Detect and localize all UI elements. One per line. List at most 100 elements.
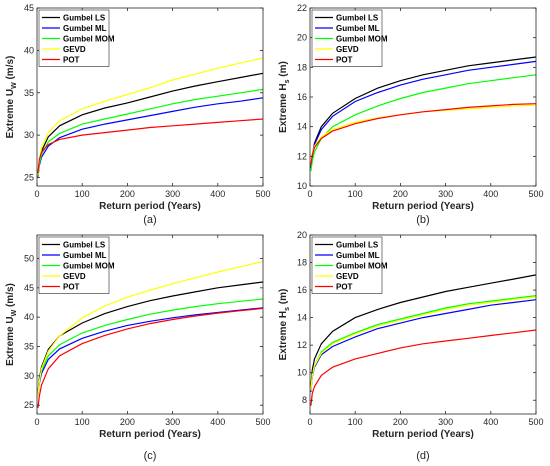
y-tick-label: 35 (24, 88, 34, 98)
y-axis-label: Extreme Hs (m) (278, 61, 291, 133)
y-tick-label: 10 (297, 181, 307, 191)
y-tick-label: 25 (24, 173, 34, 183)
x-tick-label: 500 (528, 417, 543, 427)
y-axis-label-unit: (m) (278, 289, 289, 307)
series-line-gumbel-ml (37, 307, 264, 397)
series-line-pot (310, 329, 537, 406)
x-tick-label: 200 (393, 189, 408, 199)
y-tick-label: 45 (24, 3, 34, 13)
x-tick-label: 400 (483, 189, 498, 199)
y-tick-label: 30 (24, 371, 34, 381)
series-line-gumbel-ls (37, 72, 264, 176)
x-tick-label: 500 (528, 189, 543, 199)
x-tick-label: 500 (255, 417, 270, 427)
legend-entry-label: POT (336, 56, 353, 65)
legend-entry-label: Gumbel LS (63, 14, 106, 23)
x-tick-label: 200 (393, 417, 408, 427)
x-tick-label: 0 (307, 189, 312, 199)
y-tick-label: 20 (297, 230, 307, 240)
y-tick-label: 14 (297, 122, 307, 132)
legend-entry-label: Gumbel ML (63, 24, 107, 33)
series-line-gevd (310, 104, 537, 166)
legend-entry-label: Gumbel MOM (63, 262, 115, 271)
y-tick-label: 12 (297, 151, 307, 161)
y-axis-label: Extreme Hs (m) (278, 289, 291, 361)
x-tick-label: 300 (165, 189, 180, 199)
y-axis-label-subscript: s (284, 79, 291, 83)
legend-entry-label: Gumbel LS (336, 14, 379, 23)
x-tick-label: 400 (210, 189, 225, 199)
x-axis-label: Return period (Years) (99, 201, 201, 212)
x-tick-label: 300 (438, 417, 453, 427)
x-tick-label: 200 (120, 189, 135, 199)
series-line-pot (37, 307, 264, 409)
y-axis-label-subscript: W (11, 82, 18, 89)
series-line-gevd (37, 260, 264, 397)
x-tick-label: 100 (348, 189, 363, 199)
x-tick-label: 100 (75, 417, 90, 427)
x-tick-label: 0 (307, 417, 312, 427)
panel-caption: (a) (143, 214, 156, 226)
series-line-gumbel-mom (310, 295, 537, 391)
x-tick-label: 400 (210, 417, 225, 427)
x-axis-label: Return period (Years) (372, 201, 474, 212)
y-axis-label-subscript: s (284, 307, 291, 311)
legend-entry-label: GEVD (63, 45, 86, 54)
panel-caption: (b) (416, 214, 429, 226)
legend-entry-label: Gumbel ML (336, 251, 380, 260)
y-tick-label: 35 (24, 342, 34, 352)
y-tick-label: 40 (24, 45, 34, 55)
y-axis-label-main: Extreme U (5, 316, 16, 365)
y-tick-label: 45 (24, 283, 34, 293)
x-tick-label: 300 (438, 189, 453, 199)
x-axis-label: Return period (Years) (372, 429, 474, 440)
x-tick-label: 500 (255, 189, 270, 199)
y-tick-label: 16 (297, 92, 307, 102)
series-line-gumbel-ml (37, 97, 264, 178)
y-tick-label: 22 (297, 3, 307, 13)
legend-entry-label: Gumbel MOM (336, 35, 388, 44)
y-tick-label: 8 (302, 395, 307, 405)
series-line-gumbel-ml (310, 299, 537, 393)
legend-entry-label: Gumbel ML (63, 251, 107, 260)
x-axis-label: Return period (Years) (99, 429, 201, 440)
y-axis-label: Extreme UW (m/s) (5, 283, 18, 366)
series-line-gumbel-mom (37, 88, 264, 177)
legend-entry-label: Gumbel MOM (336, 262, 388, 271)
y-axis-label-unit: (m/s) (5, 283, 16, 310)
y-tick-label: 20 (297, 33, 307, 43)
series-line-gumbel-mom (310, 74, 537, 172)
y-tick-label: 25 (24, 400, 34, 410)
y-axis-label-subscript: W (11, 309, 18, 316)
series-line-gumbel-ls (310, 56, 537, 169)
series-line-gevd (37, 57, 264, 176)
plot-area-frame (36, 7, 264, 187)
chart-panel-1: 0 100 200 300 400 500 25 30 35 40 45 Return period … (5, 3, 271, 226)
x-tick-label: 300 (165, 417, 180, 427)
legend-entry-label: POT (63, 56, 80, 65)
panel-caption: (d) (416, 450, 429, 462)
y-tick-label: 12 (297, 340, 307, 350)
x-tick-label: 400 (483, 417, 498, 427)
plot-area-frame (36, 234, 264, 415)
series-line-gumbel-mom (37, 298, 264, 395)
y-axis-label-unit: (m/s) (5, 56, 16, 83)
y-axis-label-main: Extreme U (5, 89, 16, 138)
legend-entry-label: Gumbel ML (336, 24, 380, 33)
y-tick-label: 30 (24, 130, 34, 140)
panel-caption: (c) (144, 450, 157, 462)
legend-entry-label: Gumbel MOM (63, 35, 115, 44)
y-tick-label: 10 (297, 368, 307, 378)
legend-entry-label: GEVD (63, 272, 86, 281)
x-tick-label: 0 (34, 417, 39, 427)
y-tick-label: 14 (297, 313, 307, 323)
y-tick-label: 18 (297, 62, 307, 72)
legend-entry-label: POT (336, 283, 353, 292)
x-tick-label: 100 (348, 417, 363, 427)
plot-area-frame (309, 234, 537, 415)
y-tick-label: 16 (297, 285, 307, 295)
y-tick-label: 18 (297, 258, 307, 268)
